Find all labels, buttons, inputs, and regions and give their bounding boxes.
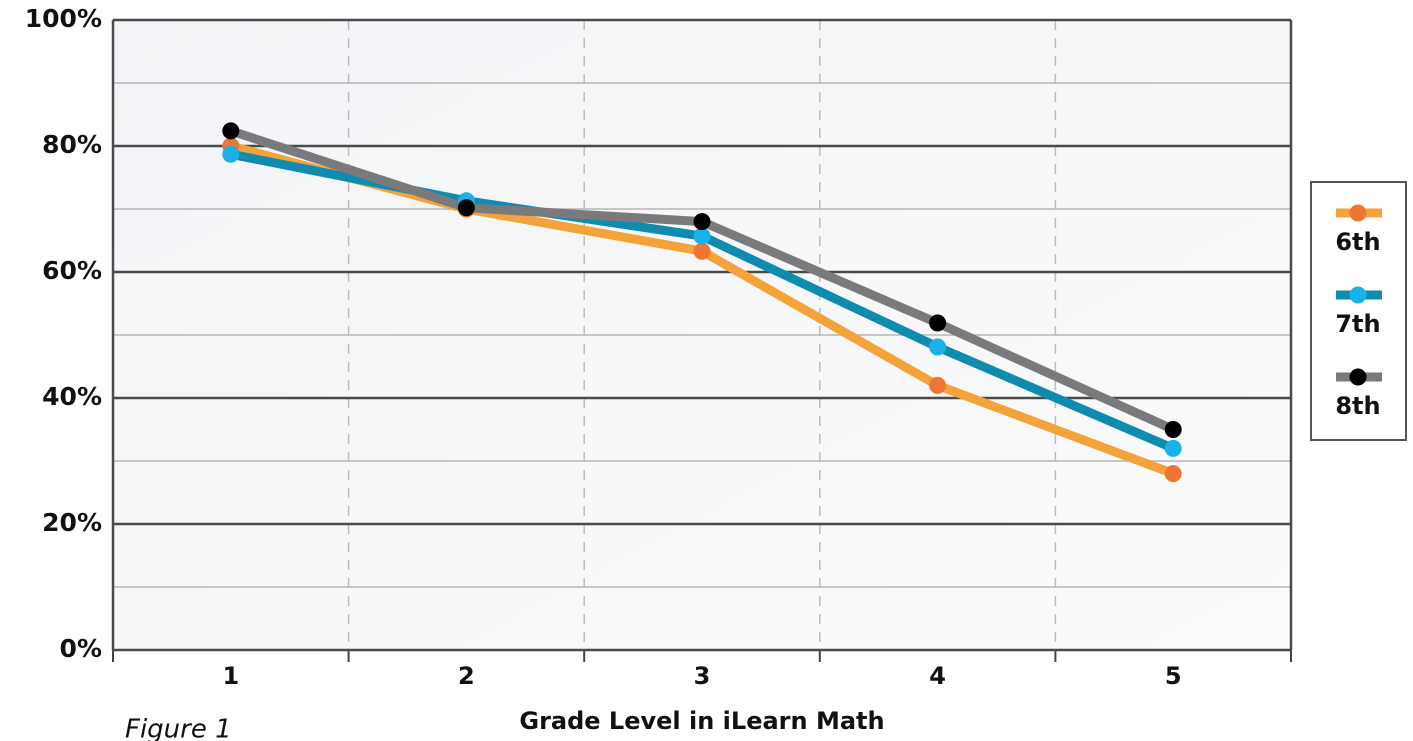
legend-marker bbox=[1349, 368, 1367, 386]
x-tick-label: 5 bbox=[1165, 662, 1182, 690]
x-tick-label: 2 bbox=[458, 662, 475, 690]
x-tick-label: 3 bbox=[694, 662, 711, 690]
marker bbox=[693, 213, 711, 231]
marker bbox=[222, 122, 240, 140]
legend-label: 8th bbox=[1335, 392, 1380, 420]
marker bbox=[1164, 421, 1182, 438]
y-tick-label: 20% bbox=[42, 508, 102, 537]
marker bbox=[222, 145, 240, 163]
y-tick-label: 60% bbox=[42, 256, 102, 285]
y-tick-label: 80% bbox=[42, 130, 102, 159]
x-tick-label: 4 bbox=[929, 662, 946, 690]
marker bbox=[457, 199, 475, 217]
marker bbox=[1164, 465, 1182, 483]
marker bbox=[693, 242, 711, 260]
marker bbox=[1164, 439, 1182, 457]
caption: Figure 1 bbox=[125, 715, 232, 741]
x-tick-label: 1 bbox=[222, 662, 239, 690]
legend-label: 6th bbox=[1335, 228, 1380, 256]
marker bbox=[929, 314, 947, 332]
y-tick-label: 100% bbox=[25, 4, 102, 33]
y-tick-label: 40% bbox=[42, 382, 102, 411]
x-axis-label: Grade Level in iLearn Math bbox=[519, 707, 884, 735]
marker bbox=[929, 338, 947, 356]
legend-marker bbox=[1349, 204, 1367, 222]
marker bbox=[929, 376, 947, 394]
legend-label: 7th bbox=[1335, 310, 1380, 338]
marker bbox=[693, 227, 711, 245]
y-tick-label: 0% bbox=[60, 634, 102, 663]
legend-box bbox=[1310, 181, 1407, 441]
legend-marker bbox=[1349, 286, 1367, 304]
